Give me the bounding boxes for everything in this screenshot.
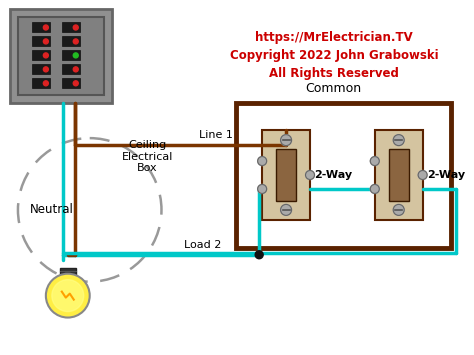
FancyBboxPatch shape: [60, 280, 76, 285]
Text: https://MrElectrician.TV
Copyright 2022 John Grabowski
All Rights Reserved: https://MrElectrician.TV Copyright 2022 …: [229, 31, 438, 80]
FancyBboxPatch shape: [62, 37, 80, 47]
Circle shape: [281, 204, 292, 215]
Circle shape: [43, 39, 48, 44]
Circle shape: [73, 25, 78, 30]
Circle shape: [46, 274, 90, 318]
Circle shape: [370, 157, 379, 165]
Circle shape: [73, 53, 78, 58]
Circle shape: [73, 39, 78, 44]
Circle shape: [418, 170, 427, 180]
Text: Neutral: Neutral: [30, 203, 74, 217]
Text: Load 2: Load 2: [184, 240, 222, 250]
Circle shape: [370, 185, 379, 193]
FancyBboxPatch shape: [375, 130, 423, 220]
Text: Line 1: Line 1: [200, 130, 233, 140]
FancyBboxPatch shape: [389, 149, 409, 201]
FancyBboxPatch shape: [60, 268, 76, 282]
FancyBboxPatch shape: [32, 64, 50, 74]
FancyBboxPatch shape: [62, 22, 80, 32]
Text: Ceiling
Electrical
Box: Ceiling Electrical Box: [122, 140, 173, 173]
Circle shape: [43, 81, 48, 86]
Text: Common: Common: [305, 82, 362, 95]
FancyBboxPatch shape: [10, 9, 112, 103]
Text: 2-Way: 2-Way: [427, 170, 465, 180]
Circle shape: [258, 185, 267, 193]
FancyBboxPatch shape: [276, 149, 296, 201]
FancyBboxPatch shape: [32, 22, 50, 32]
Circle shape: [281, 135, 292, 146]
FancyBboxPatch shape: [62, 50, 80, 60]
FancyBboxPatch shape: [18, 17, 104, 95]
Circle shape: [43, 25, 48, 30]
Circle shape: [43, 53, 48, 58]
FancyBboxPatch shape: [236, 103, 451, 248]
Circle shape: [255, 251, 263, 259]
Circle shape: [258, 157, 267, 165]
FancyBboxPatch shape: [62, 78, 80, 88]
FancyBboxPatch shape: [32, 50, 50, 60]
Circle shape: [393, 135, 404, 146]
FancyBboxPatch shape: [32, 37, 50, 47]
Circle shape: [73, 67, 78, 72]
Text: 2-Way: 2-Way: [314, 170, 352, 180]
FancyBboxPatch shape: [32, 78, 50, 88]
FancyBboxPatch shape: [262, 130, 310, 220]
Circle shape: [306, 170, 314, 180]
Circle shape: [52, 280, 84, 312]
FancyBboxPatch shape: [62, 64, 80, 74]
Circle shape: [393, 204, 404, 215]
Circle shape: [73, 81, 78, 86]
Circle shape: [43, 67, 48, 72]
